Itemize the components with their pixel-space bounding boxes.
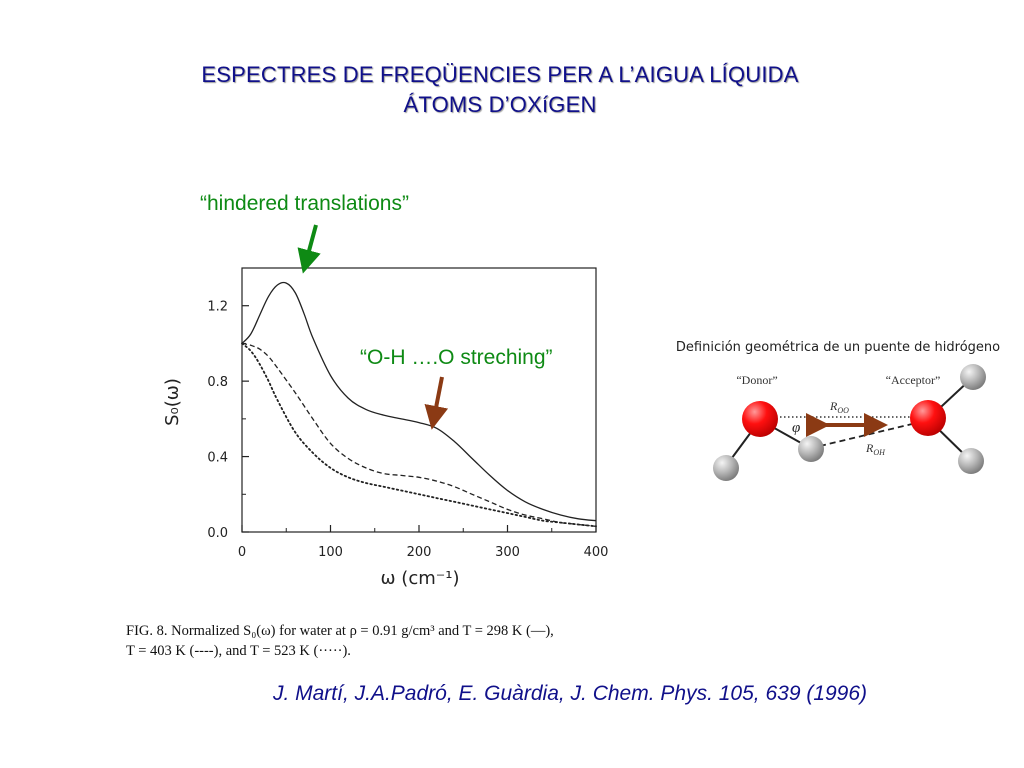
acceptor-oxygen-atom: [910, 400, 946, 436]
caption-line-2: T = 403 K (----), and T = 523 K (·····).: [126, 643, 351, 659]
y-tick-label: 1.2: [207, 300, 228, 315]
hindered-translations-arrow: [297, 224, 321, 274]
x-tick-label: 300: [495, 545, 520, 560]
hindered-translations-label: “hindered translations”: [200, 192, 409, 215]
slide-title-line-2: ÁTOMS D’OXíGEN: [403, 92, 597, 117]
acceptor-hydrogen-atom-2: [958, 448, 984, 474]
caption-line-1: FIG. 8. Normalized S₀(ω) for water at ρ …: [126, 623, 554, 639]
y-tick-label: 0.0: [207, 526, 228, 541]
oh-stretching-label: “O-H ….O streching”: [360, 346, 553, 369]
roh-label: ROH: [865, 441, 886, 457]
series-line-solid: [241, 281, 597, 522]
x-tick-label: 0: [238, 545, 246, 560]
donor-hydrogen-atom-1: [713, 455, 739, 481]
diagram-title: Definición geométrica de un puente de hi…: [676, 340, 1000, 355]
acceptor-label: “Acceptor”: [886, 373, 941, 387]
x-axis-label: ω (cm⁻¹): [381, 568, 460, 589]
series-line-dotted: [241, 342, 597, 528]
citation: J. Martí, J.A.Padró, E. Guàrdia, J. Chem…: [272, 682, 868, 705]
spectrum-chart: 0 100 200 300 400 0.0 0.4 0.8 1.2 S₀(ω) ω (cm⁻¹): [162, 267, 608, 589]
hydrogen-bond-diagram: Definición geométrica de un puente de hi…: [676, 340, 1000, 481]
axis-ticks: 0 100 200 300 400 0.0 0.4 0.8 1.2: [207, 300, 608, 560]
donor-label: “Donor”: [736, 373, 777, 387]
series-lines: [241, 281, 597, 528]
x-tick-label: 100: [318, 545, 343, 560]
donor-oxygen-atom: [742, 401, 778, 437]
y-axis-label: S₀(ω): [162, 378, 183, 426]
figure-caption: FIG. 8. Normalized S₀(ω) for water at ρ …: [126, 621, 646, 661]
y-tick-label: 0.8: [207, 375, 228, 390]
slide-title-line-1: ESPECTRES DE FREQÜENCIES PER A L’AIGUA L…: [201, 62, 799, 87]
y-tick-label: 0.4: [207, 451, 228, 466]
series-line-dashed: [241, 342, 597, 527]
x-tick-label: 200: [407, 545, 432, 560]
phi-label: φ: [792, 420, 800, 436]
donor-hydrogen-atom-2: [798, 436, 824, 462]
plot-frame: [241, 267, 597, 533]
roo-label: ROO: [829, 399, 849, 415]
x-tick-label: 400: [584, 545, 609, 560]
roh-dashed-line: [819, 423, 913, 447]
oh-stretching-arrow: [424, 376, 449, 430]
acceptor-hydrogen-atom-1: [960, 364, 986, 390]
